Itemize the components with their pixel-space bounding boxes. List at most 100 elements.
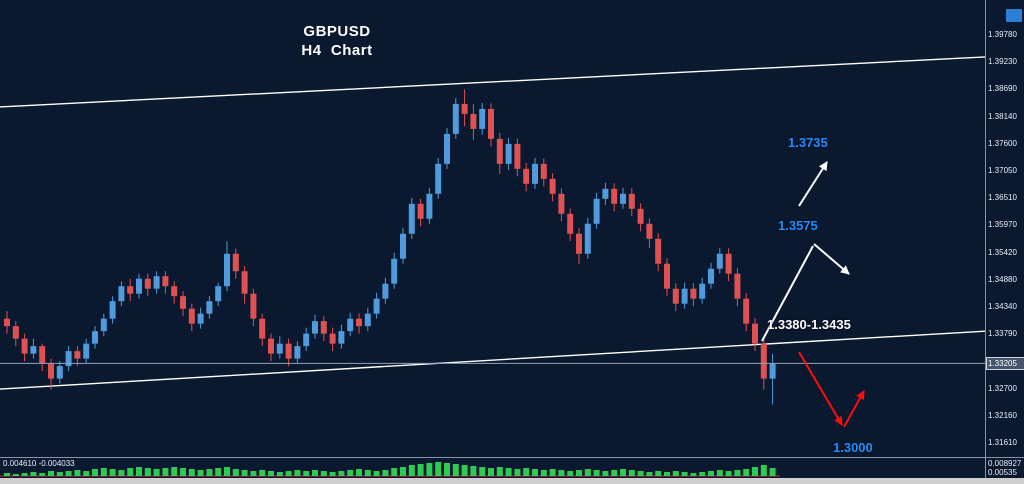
candle-body xyxy=(699,283,706,299)
indicator-pane-separator[interactable] xyxy=(0,457,1024,458)
histogram-bar xyxy=(505,468,512,476)
candle-body xyxy=(127,286,134,294)
candle-body xyxy=(558,193,565,214)
annotation-arrow[interactable] xyxy=(798,161,828,207)
histogram-bar xyxy=(162,468,169,476)
window-bottom-border xyxy=(0,478,1024,484)
histogram-bar xyxy=(743,469,750,476)
histogram-bar xyxy=(224,467,230,476)
candle-body xyxy=(215,286,222,302)
histogram-bar xyxy=(725,471,732,476)
candle-body xyxy=(285,343,292,359)
histogram-bar xyxy=(681,472,688,476)
candle-body xyxy=(400,233,406,259)
histogram-bar xyxy=(197,470,204,476)
price-axis-label: 1.39230 xyxy=(988,57,1017,67)
candle-body xyxy=(646,223,653,239)
annotation-arrow[interactable] xyxy=(761,245,814,342)
histogram-bar xyxy=(118,470,125,476)
price-axis[interactable]: 1.39780 1.39230 1.38690 1.38140 1.37600 1.370… xyxy=(986,0,1024,484)
candle-body xyxy=(259,318,266,339)
candle-body xyxy=(479,108,486,129)
histogram-bar xyxy=(708,471,714,476)
candle-body xyxy=(241,271,248,294)
candle-body xyxy=(48,363,54,379)
candle-body xyxy=(488,108,494,139)
candle-body xyxy=(655,238,662,264)
histogram-bar xyxy=(144,468,151,476)
candle-body xyxy=(523,168,530,184)
candle-body xyxy=(268,338,274,354)
price-axis-label: 1.35420 xyxy=(988,247,1017,257)
trendline-lower-channel[interactable] xyxy=(0,330,986,390)
annotation-arrow[interactable] xyxy=(813,243,850,275)
chart-timeframe-title: H4 Chart xyxy=(301,42,373,59)
histogram-bar xyxy=(479,467,486,476)
histogram-bar xyxy=(4,473,10,476)
candle-body xyxy=(224,253,230,287)
candle-body xyxy=(672,288,679,304)
candle-body xyxy=(593,198,600,224)
annotation-arrow[interactable] xyxy=(843,390,865,428)
candle-body xyxy=(56,366,63,379)
histogram-bar xyxy=(558,470,565,476)
annotation-support-zone[interactable]: 1.3380-1.3435 xyxy=(767,317,851,332)
histogram-bar xyxy=(338,471,345,476)
candle-body xyxy=(620,193,626,204)
indicator-readout: 0.004610 -0.004033 xyxy=(3,459,75,468)
candle-body xyxy=(364,313,371,327)
candle-body xyxy=(180,296,186,309)
current-price-tag: 1.33205 xyxy=(986,357,1024,370)
histogram-bar xyxy=(48,471,54,476)
histogram-bar xyxy=(593,470,600,476)
histogram-bar xyxy=(294,470,301,476)
annotation-target-low[interactable]: 1.3000 xyxy=(833,440,873,455)
candle-body xyxy=(725,253,732,274)
histogram-bar xyxy=(540,470,547,476)
candle-body xyxy=(382,283,389,299)
candle-body xyxy=(435,163,442,194)
candle-body xyxy=(452,103,459,134)
histogram-bar xyxy=(21,473,28,476)
candle-body xyxy=(760,343,767,379)
histogram-bar xyxy=(268,471,274,476)
candle-body xyxy=(584,223,591,254)
annotation-target-mid[interactable]: 1.3575 xyxy=(778,218,818,233)
candle-body xyxy=(312,321,318,334)
candle-body xyxy=(664,263,670,289)
histogram-bar xyxy=(276,472,283,476)
histogram-bar xyxy=(488,468,494,476)
trendline-upper-channel[interactable] xyxy=(0,56,986,108)
histogram-bar xyxy=(611,470,618,476)
candle-body xyxy=(549,178,556,194)
candle-body xyxy=(769,363,776,379)
candle-body xyxy=(92,331,98,344)
candle-body xyxy=(83,343,90,359)
scroll-position-marker[interactable] xyxy=(1006,9,1022,22)
histogram-bar xyxy=(514,469,521,476)
candle-body xyxy=(294,346,301,359)
histogram-bar xyxy=(56,472,63,476)
histogram-bar xyxy=(549,469,556,476)
histogram-bar xyxy=(250,471,257,476)
candle-body xyxy=(4,318,10,327)
histogram-bar xyxy=(567,471,574,476)
histogram-bar xyxy=(312,470,318,476)
histogram-bar xyxy=(320,471,327,476)
price-axis-label: 1.32160 xyxy=(988,410,1017,420)
candle-body xyxy=(232,253,239,272)
price-axis-label: 1.34340 xyxy=(988,301,1017,311)
annotation-arrow[interactable] xyxy=(798,351,843,426)
price-axis-label: 1.34880 xyxy=(988,274,1017,284)
histogram-bar xyxy=(364,470,371,476)
histogram-bar xyxy=(628,470,635,476)
histogram-bar xyxy=(100,468,107,476)
candle-body xyxy=(470,113,477,129)
histogram-bar xyxy=(655,471,662,476)
histogram-bar xyxy=(646,472,653,476)
histogram-bar xyxy=(452,464,459,476)
annotation-target-high[interactable]: 1.3735 xyxy=(788,135,828,150)
price-axis-label: 1.35970 xyxy=(988,220,1017,230)
